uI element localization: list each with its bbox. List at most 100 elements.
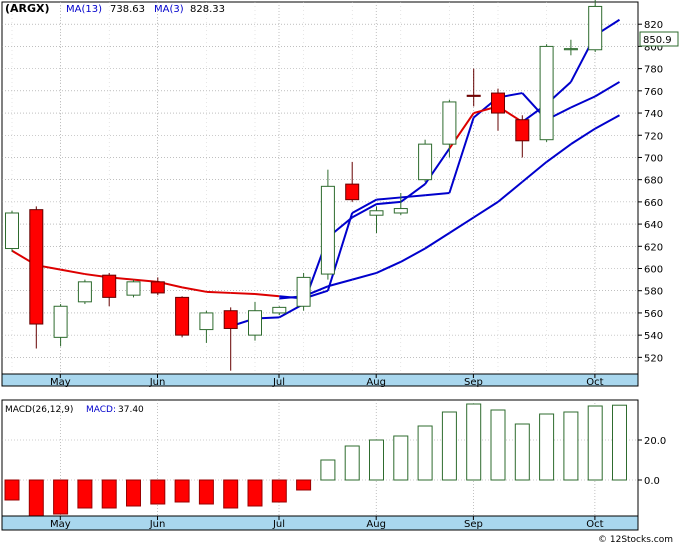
price-x-tick-label: Aug xyxy=(366,377,386,388)
macd-x-tick-label: Jun xyxy=(149,519,166,530)
price-y-tick-label: 540 xyxy=(644,331,663,342)
price-x-tick-label: Jul xyxy=(272,377,285,388)
price-y-tick-label: 760 xyxy=(644,87,663,98)
ma2-label: MA(3) xyxy=(154,4,184,15)
copyright-credit: © 12Stocks.com xyxy=(598,535,673,545)
macd-x-tick-label: Jul xyxy=(272,519,285,530)
ma-fast-segment xyxy=(206,290,231,294)
candle-body xyxy=(53,305,68,338)
price-y-tick-label: 520 xyxy=(644,353,663,364)
ma-long-segment xyxy=(327,278,353,288)
candle-body xyxy=(539,45,554,141)
ma-fast-segment xyxy=(425,192,450,197)
macd-y-tick-label: 20.0 xyxy=(644,436,666,447)
candle-body xyxy=(126,281,141,296)
macd-x-tick-label: May xyxy=(50,519,71,530)
macd-bar xyxy=(150,479,166,505)
price-y-tick-label: 640 xyxy=(644,220,663,231)
macd-bar xyxy=(320,459,336,481)
ma-slow-segment xyxy=(400,183,426,203)
candle-body xyxy=(248,310,262,336)
macd-bar xyxy=(466,403,482,481)
ma-long-segment xyxy=(521,161,548,183)
macd-bar xyxy=(612,404,627,481)
candle-body xyxy=(272,306,287,314)
candle-body xyxy=(491,92,505,114)
ma-long-segment xyxy=(570,127,596,145)
ma-fast-segment xyxy=(570,95,596,109)
ma-long-segment xyxy=(351,271,377,281)
ma-long-segment xyxy=(448,216,475,234)
macd-bar xyxy=(101,479,117,509)
macd-bar xyxy=(77,479,93,509)
macd-y-axis: 0.0 20.0 xyxy=(638,436,666,487)
ma-fast-segment xyxy=(230,291,256,296)
candlesticks xyxy=(5,0,603,371)
macd-bar xyxy=(174,479,190,503)
macd-name-label: MACD: xyxy=(86,405,116,415)
last-price-box xyxy=(639,31,679,47)
macd-bar xyxy=(563,411,579,481)
macd-bar xyxy=(126,479,141,507)
ma-slow-segment xyxy=(351,203,377,219)
candle-body xyxy=(150,281,165,294)
price-y-tick-label: 660 xyxy=(644,198,663,209)
price-y-tick-label: 800 xyxy=(644,42,663,53)
macd-bar xyxy=(490,409,506,481)
price-y-tick-label: 620 xyxy=(644,242,663,253)
ticker-label: (ARGX) xyxy=(5,2,50,15)
candle-body xyxy=(29,209,44,325)
candle-body xyxy=(199,312,214,331)
ma-fast-segment xyxy=(448,117,475,194)
candle-body xyxy=(418,143,433,181)
price-x-tick-label: Oct xyxy=(586,377,603,388)
last-price-value: 850.9 xyxy=(643,35,672,46)
macd-bar xyxy=(296,479,312,491)
ma-fast-segment xyxy=(376,196,401,201)
macd-x-tick-label: Oct xyxy=(586,519,603,530)
macd-bar xyxy=(417,425,433,481)
ma-fast-segment xyxy=(326,212,354,292)
ma-long-segment xyxy=(376,260,402,274)
ma-fast-segment xyxy=(400,194,426,199)
macd-bar xyxy=(247,479,263,507)
macd-bar xyxy=(441,411,457,481)
macd-bar xyxy=(271,479,287,503)
candle-body xyxy=(369,210,384,216)
ma-long-segment xyxy=(424,232,450,250)
price-y-axis: 520 540 560 580 600 620 640 660 680 700 720 740 760 7… xyxy=(638,20,663,364)
macd-bar xyxy=(4,479,20,501)
candle-body xyxy=(466,94,481,97)
macd-bar xyxy=(198,479,214,505)
ma-fast-segment xyxy=(594,81,621,98)
price-x-tick-label: Sep xyxy=(464,377,483,388)
ma-fast-segment xyxy=(351,198,377,214)
candle-body xyxy=(77,281,92,303)
ma-long-segment xyxy=(400,247,426,263)
candle-body xyxy=(175,296,190,336)
macd-bar xyxy=(514,423,530,481)
macd-bar xyxy=(539,413,555,481)
candle-body xyxy=(563,48,578,51)
ma1-value: 738.63 xyxy=(110,4,145,15)
macd-bar xyxy=(587,405,603,481)
macd-x-tick-label: Aug xyxy=(366,519,386,530)
candle-body xyxy=(320,185,335,275)
ma-fast-segment xyxy=(60,268,86,276)
ma-fast-segment xyxy=(181,286,207,293)
candle-body xyxy=(296,276,311,307)
candle-body xyxy=(5,212,19,250)
macd-x-axis: May Jun Jul Aug Sep Oct xyxy=(50,516,604,530)
price-y-tick-label: 720 xyxy=(644,131,663,142)
price-y-tick-label: 820 xyxy=(644,20,663,31)
price-y-tick-label: 680 xyxy=(644,176,663,187)
macd-y-tick-label: 0.0 xyxy=(644,476,660,487)
macd-x-axis-band xyxy=(1,515,639,531)
price-y-tick-label: 580 xyxy=(644,287,663,298)
macd-bar xyxy=(393,435,409,481)
price-y-tick-label: 600 xyxy=(644,265,663,276)
candle-body xyxy=(102,274,117,298)
price-x-axis-band xyxy=(1,373,639,387)
price-y-tick-label: 700 xyxy=(644,153,663,164)
